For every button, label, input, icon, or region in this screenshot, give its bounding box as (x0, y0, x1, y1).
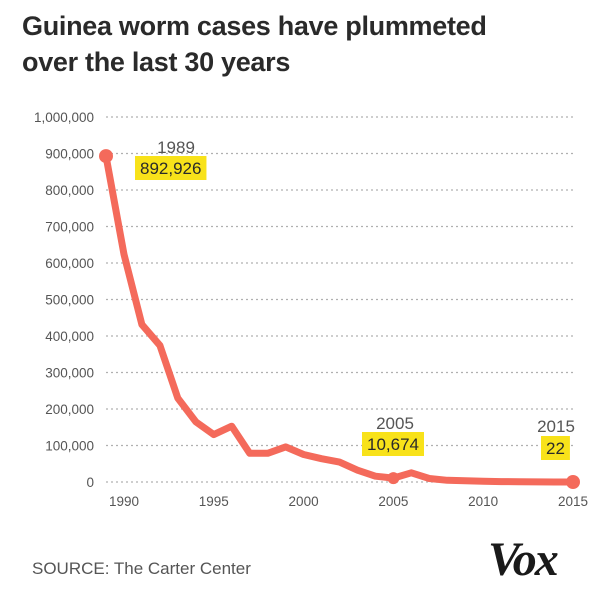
y-tick-label: 900,000 (45, 147, 94, 162)
annotation-year: 2005 (376, 414, 414, 433)
chart-title-line-2: over the last 30 years (22, 47, 291, 77)
annotation-value: 10,674 (367, 435, 419, 454)
annotation-year: 2015 (537, 417, 575, 436)
series-line (102, 152, 577, 486)
line-chart: 0 100,000 200,000 300,000 400,000 500,000 600,… (34, 110, 588, 509)
annotation-highlight (362, 432, 424, 456)
data-point-1989 (99, 149, 113, 164)
y-tick-label: 700,000 (45, 220, 94, 235)
y-tick-label: 100,000 (45, 439, 94, 454)
vox-logo: Vox (488, 533, 559, 586)
y-tick-label: 500,000 (45, 293, 94, 308)
annotation-value: 22 (546, 439, 565, 458)
y-tick-label: 200,000 (45, 402, 94, 417)
annotation-value: 892,926 (140, 159, 201, 178)
data-point-2015 (566, 474, 580, 489)
x-tick-label: 2010 (468, 494, 498, 509)
x-tick-label: 2015 (558, 494, 588, 509)
x-tick-label: 2005 (378, 494, 408, 509)
y-tick-label: 0 (86, 475, 94, 490)
x-tick-label: 2000 (289, 494, 319, 509)
data-point-2005 (387, 472, 400, 485)
y-tick-label: 800,000 (45, 183, 94, 198)
chart-title-line-1: Guinea worm cases have plummeted (22, 11, 487, 41)
chart-title: Guinea worm cases have plummeted over th… (22, 8, 582, 80)
x-tick-label: 1990 (109, 494, 139, 509)
annotation-highlight (135, 156, 207, 180)
y-tick-label: 300,000 (45, 366, 94, 381)
annotation-year: 1989 (157, 138, 195, 157)
y-tick-label: 400,000 (45, 329, 94, 344)
x-tick-label: 1995 (199, 494, 229, 509)
annotation-highlight (541, 436, 570, 460)
y-tick-label: 1,000,000 (34, 110, 94, 125)
source-credit: SOURCE: The Carter Center (32, 559, 251, 578)
y-tick-label: 600,000 (45, 256, 94, 271)
